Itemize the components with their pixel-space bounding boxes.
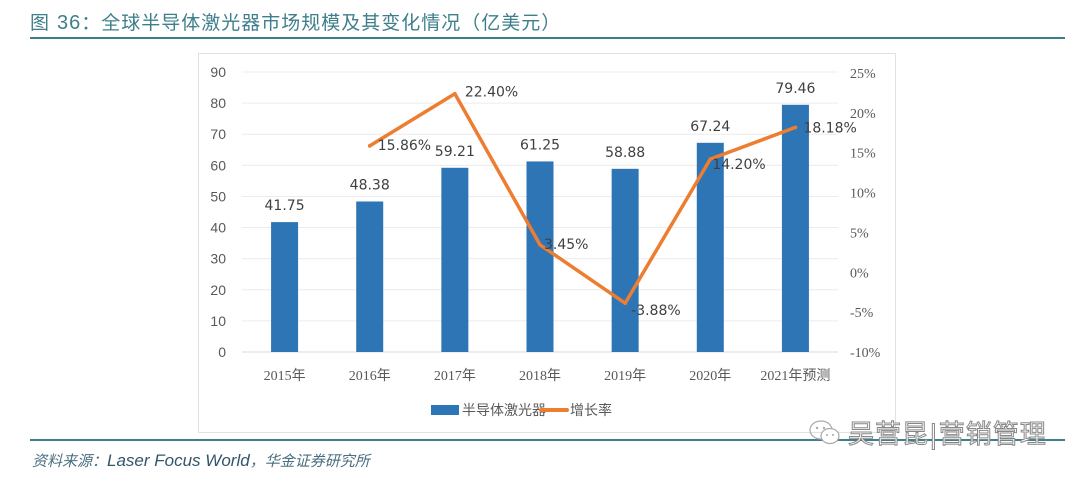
- left-axis-tick: 40: [210, 220, 226, 236]
- line-data-label: 15.86%: [378, 138, 431, 154]
- legend-label-bar: 半导体激光器: [462, 402, 546, 419]
- line-data-label: 14.20%: [712, 157, 765, 173]
- right-axis-tick: 15%: [850, 147, 876, 162]
- bar-data-label: 59.21: [435, 144, 475, 160]
- growth-rate-point: [708, 157, 713, 161]
- right-axis-tick: -5%: [850, 306, 874, 321]
- line-data-label: 3.45%: [544, 237, 588, 253]
- wechat-icon: [809, 419, 840, 444]
- bar-data-label: 61.25: [520, 137, 560, 153]
- figure-title-text: ：全球半导体激光器市场规模及其变化情况（亿美元）: [81, 12, 562, 34]
- growth-rate-point: [623, 301, 627, 306]
- title-divider: [30, 37, 1065, 39]
- source-english: Laser Focus World: [107, 451, 250, 470]
- figure-title: 图 36：全球半导体激光器市场规模及其变化情况（亿美元）: [30, 8, 561, 35]
- watermark: 吴营昆|营销管理: [808, 414, 1047, 451]
- legend-swatch-bar: [431, 405, 459, 415]
- bar: [526, 161, 554, 352]
- growth-rate-point: [793, 125, 798, 130]
- bar: [356, 201, 384, 352]
- left-axis-tick: 30: [210, 251, 226, 267]
- x-axis-tick: 2015年: [264, 368, 306, 384]
- x-axis-tick: 2018年: [519, 368, 561, 384]
- left-axis-tick: 10: [210, 313, 226, 329]
- right-axis-tick: 10%: [850, 187, 876, 202]
- bar: [611, 168, 639, 352]
- legend-label-line: 增长率: [570, 402, 612, 419]
- source-note: 资料来源：Laser Focus World，华金证券研究所: [32, 450, 370, 471]
- bar: [271, 222, 299, 352]
- left-axis-tick: 80: [210, 95, 226, 111]
- bar-data-label: 41.75: [265, 198, 305, 214]
- x-axis-tick: 2019年: [604, 368, 646, 384]
- figure-label: 图: [30, 12, 58, 34]
- bar-data-label: 48.38: [350, 177, 390, 193]
- x-axis-tick: 2017年: [434, 368, 476, 384]
- left-axis-tick: 60: [210, 157, 226, 173]
- left-axis-tick: 90: [210, 64, 226, 80]
- bar: [781, 104, 809, 353]
- left-axis-tick: 0: [218, 344, 226, 360]
- right-axis-tick: 5%: [850, 226, 869, 241]
- bar: [441, 167, 469, 352]
- right-axis-tick: 25%: [850, 67, 876, 82]
- source-prefix: 资料来源：: [32, 452, 108, 470]
- line-data-label: 22.40%: [465, 85, 518, 101]
- growth-rate-line: [367, 91, 798, 305]
- right-axis-tick: 0%: [850, 266, 869, 281]
- line-data-label: 18.18%: [803, 120, 856, 136]
- bar-data-label: 79.46: [775, 81, 815, 97]
- growth-rate-point: [367, 144, 372, 148]
- bar-data-label: 67.24: [690, 119, 730, 135]
- bar-data-label: 58.88: [605, 145, 645, 161]
- figure-number: 36: [57, 12, 82, 34]
- x-axis-tick: 2021年预测: [760, 368, 830, 384]
- source-divider: [30, 439, 1065, 441]
- left-axis-tick: 50: [210, 188, 226, 204]
- x-axis-tick: 2020年: [689, 368, 731, 384]
- right-axis-tick: 20%: [850, 107, 876, 122]
- left-axis-tick: 20: [210, 282, 226, 298]
- growth-rate-point: [453, 91, 457, 96]
- x-axis-tick: 2016年: [349, 368, 391, 384]
- right-axis-tick: -10%: [850, 346, 881, 361]
- watermark-text: 吴营昆|营销管理: [848, 420, 1047, 451]
- line-data-label: -3.88%: [631, 303, 681, 319]
- left-axis-tick: 70: [210, 126, 226, 142]
- growth-rate-point: [538, 242, 542, 247]
- source-suffix: ，华金证券研究所: [249, 452, 370, 470]
